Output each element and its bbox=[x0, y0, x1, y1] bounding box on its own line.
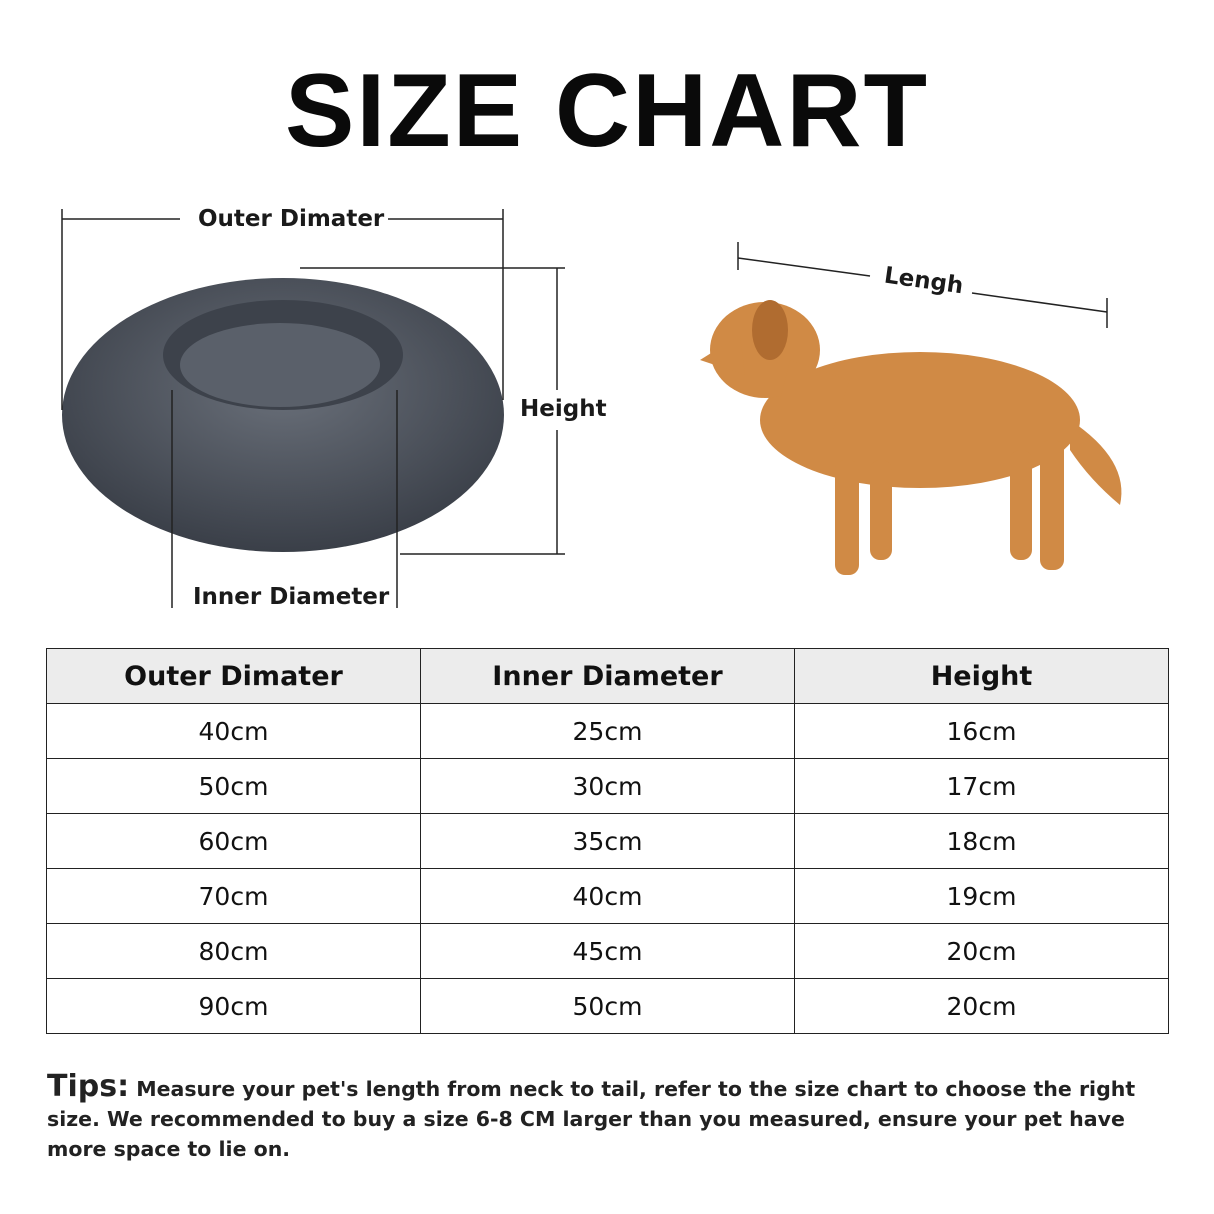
cell: 16cm bbox=[794, 703, 1169, 759]
cell: 50cm bbox=[46, 758, 421, 814]
pet-bed-image bbox=[62, 278, 504, 552]
cell: 40cm bbox=[420, 868, 795, 924]
header-inner: Inner Diameter bbox=[420, 648, 795, 704]
cell: 20cm bbox=[794, 923, 1169, 979]
cell: 18cm bbox=[794, 813, 1169, 869]
dimension-lines bbox=[61, 209, 1108, 608]
cell: 25cm bbox=[420, 703, 795, 759]
cell: 90cm bbox=[46, 978, 421, 1034]
table-row: 60cm 35cm 18cm bbox=[46, 813, 1169, 869]
cell: 40cm bbox=[46, 703, 421, 759]
header-outer: Outer Dimater bbox=[46, 648, 421, 704]
table-row: 50cm 30cm 17cm bbox=[46, 758, 1169, 814]
cell: 30cm bbox=[420, 758, 795, 814]
tips: Tips: Measure your pet's length from nec… bbox=[47, 1072, 1172, 1164]
cell: 20cm bbox=[794, 978, 1169, 1034]
dog-image bbox=[700, 300, 1122, 575]
cell: 70cm bbox=[46, 868, 421, 924]
cell: 19cm bbox=[794, 868, 1169, 924]
table-row: 80cm 45cm 20cm bbox=[46, 923, 1169, 979]
tips-text: Measure your pet's length from neck to t… bbox=[47, 1077, 1136, 1161]
height-label: Height bbox=[520, 396, 607, 422]
tips-heading: Tips: bbox=[47, 1069, 130, 1104]
table-row: 90cm 50cm 20cm bbox=[46, 978, 1169, 1034]
table-row: 40cm 25cm 16cm bbox=[46, 703, 1169, 759]
cell: 45cm bbox=[420, 923, 795, 979]
inner-diameter-label: Inner Diameter bbox=[193, 584, 390, 610]
illustration bbox=[61, 209, 1122, 608]
cell: 50cm bbox=[420, 978, 795, 1034]
cell: 35cm bbox=[420, 813, 795, 869]
cell: 17cm bbox=[794, 758, 1169, 814]
outer-diameter-label: Outer Dimater bbox=[198, 206, 385, 232]
size-table: Outer Dimater Inner Diameter Height 40cm… bbox=[46, 648, 1169, 1034]
cell: 60cm bbox=[46, 813, 421, 869]
page-title: SIZE CHART bbox=[285, 53, 929, 169]
header-height: Height bbox=[794, 648, 1169, 704]
table-row: 70cm 40cm 19cm bbox=[46, 868, 1169, 924]
cell: 80cm bbox=[46, 923, 421, 979]
table-header-row: Outer Dimater Inner Diameter Height bbox=[46, 648, 1169, 704]
